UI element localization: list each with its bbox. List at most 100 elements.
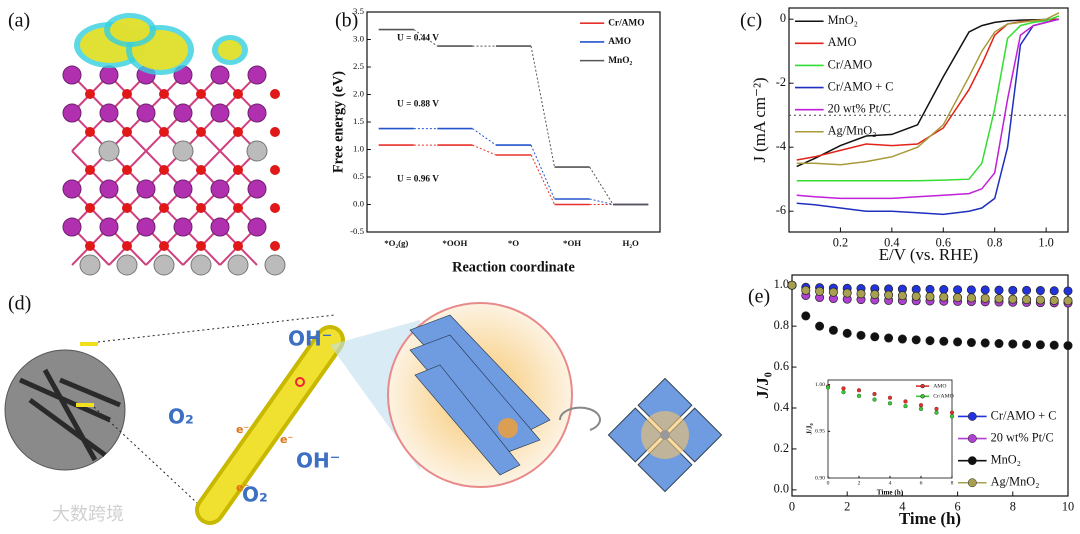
y-tick-label: -6 (776, 203, 786, 217)
atom (270, 203, 280, 213)
atom (85, 89, 95, 99)
illustration-text: OH⁻ (288, 327, 332, 351)
atom (99, 179, 119, 199)
atom (196, 241, 206, 251)
marker (953, 337, 963, 347)
atom (233, 127, 243, 137)
annotation: U = 0.88 V (397, 100, 439, 110)
atom (122, 203, 132, 213)
legend-marker (920, 394, 925, 399)
marker (934, 410, 939, 415)
marker (870, 289, 880, 299)
legend-label: MnO₂ (608, 56, 632, 66)
atom (210, 179, 230, 199)
atom (153, 254, 175, 276)
y-tick-label: 1.5 (353, 116, 365, 126)
marker (80, 342, 98, 346)
x-axis-label: Time (h) (899, 509, 961, 528)
connector (589, 166, 614, 205)
panel-label: (b) (335, 10, 358, 32)
atom (247, 65, 267, 85)
marker (841, 390, 846, 395)
illustration-text: e⁻ (280, 433, 293, 446)
marker (801, 285, 811, 295)
y-tick-label: 0.95 (815, 429, 825, 435)
legend-marker (967, 478, 977, 488)
x-tick-label: 0.8 (987, 236, 1002, 250)
atom (247, 179, 267, 199)
y-tick-label: 0.90 (815, 475, 825, 481)
marker (872, 397, 877, 402)
x-tick-label: 6 (955, 500, 961, 514)
y-tick-label: 0.0 (353, 199, 365, 209)
atom (99, 65, 119, 85)
marker (949, 414, 955, 419)
panel-label: (e) (748, 286, 770, 308)
y-tick-label: 0.5 (353, 171, 365, 181)
atom (270, 165, 280, 175)
atom (85, 203, 95, 213)
illustration-text: OH⁻ (296, 449, 340, 473)
marker (856, 289, 866, 299)
atom (264, 254, 286, 276)
connector (589, 198, 614, 205)
atom (116, 254, 138, 276)
marker (1035, 295, 1045, 305)
marker (884, 333, 894, 343)
marker (815, 321, 825, 331)
marker (966, 338, 976, 348)
marker (872, 391, 877, 397)
marker (953, 285, 963, 295)
atom (210, 103, 230, 123)
zoom-line (93, 406, 211, 516)
x-tick-label: 2 (858, 481, 861, 487)
marker (884, 290, 894, 300)
legend-marker (920, 383, 925, 389)
x-axis-label: Reaction coordinate (452, 259, 575, 275)
atom (136, 179, 156, 199)
legend-label: Ag/MnO₂ (991, 475, 1040, 489)
marker (76, 403, 94, 407)
atom (173, 217, 193, 237)
y-tick-label: 0.6 (774, 359, 789, 373)
x-tick-label: 1.0 (1038, 236, 1053, 250)
marker (980, 285, 990, 295)
x-axis-label: E/V (vs. RHE) (879, 245, 979, 264)
atom (159, 165, 169, 175)
legend-label: 20 wt% Pt/C (828, 101, 891, 115)
connector (472, 128, 497, 146)
legend-label: AMO (828, 35, 857, 49)
y-axis-label: Free energy (eV) (330, 71, 346, 173)
legend-label: Cr/AMO + C (991, 408, 1057, 422)
atom (190, 254, 212, 276)
marker (925, 336, 935, 346)
y-tick-label: -4 (776, 139, 786, 153)
center-atom (660, 430, 670, 440)
x-tick-label: 8 (951, 481, 954, 487)
y-tick-label: 0.2 (774, 441, 789, 455)
atom (62, 65, 82, 85)
atom (159, 127, 169, 137)
atom (270, 241, 280, 251)
atom (173, 103, 193, 123)
illustration-text: e⁻ (236, 481, 249, 494)
illustration-text: O₂ (242, 483, 268, 507)
connector (413, 29, 438, 47)
y-tick-label: 0.0 (774, 482, 789, 496)
atom (270, 89, 280, 99)
atom (233, 241, 243, 251)
marker (828, 287, 838, 297)
atom (233, 165, 243, 175)
atom (136, 217, 156, 237)
legend-label: AMO (933, 383, 946, 389)
marker (903, 399, 908, 404)
plot-frame (788, 7, 1069, 233)
marker (1063, 286, 1073, 296)
legend-label: Cr/AMO (828, 57, 873, 71)
curve (796, 12, 1060, 166)
connector (530, 144, 555, 200)
y-tick-label: 1.0 (353, 144, 365, 154)
x-tick-label: 0.6 (936, 236, 951, 250)
atom (85, 241, 95, 251)
